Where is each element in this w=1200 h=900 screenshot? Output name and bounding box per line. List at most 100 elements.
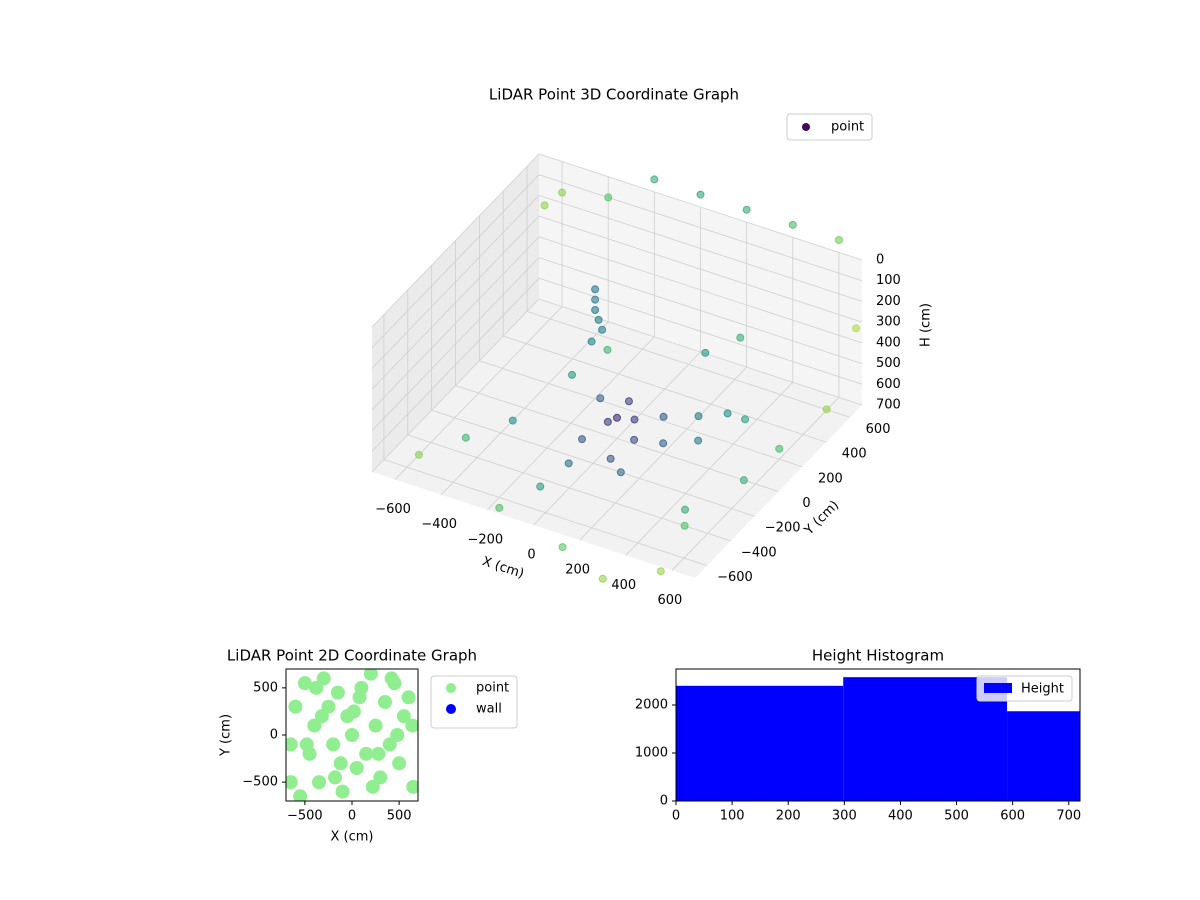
x-tick-label: −400	[421, 517, 457, 532]
grid-line	[538, 257, 863, 364]
point	[384, 671, 399, 686]
point	[536, 482, 545, 491]
point	[591, 306, 600, 314]
point	[598, 325, 607, 334]
legend-marker	[984, 683, 1012, 693]
point	[596, 394, 605, 403]
point	[568, 370, 577, 379]
grid-line	[538, 277, 863, 385]
grid-line	[371, 153, 540, 328]
z-axis-label: H (cm)	[919, 303, 934, 347]
point	[701, 348, 710, 357]
point	[616, 468, 625, 477]
point	[578, 435, 586, 444]
point	[508, 416, 517, 425]
point	[293, 789, 308, 801]
point	[286, 737, 298, 752]
grid-line	[371, 195, 540, 369]
point	[392, 756, 407, 771]
x-tick-label: 0	[672, 809, 680, 824]
point	[624, 397, 633, 406]
point	[373, 770, 388, 785]
point	[330, 685, 345, 700]
point	[328, 770, 343, 785]
legend-marker	[802, 123, 810, 131]
y-tick-label: −600	[717, 570, 753, 585]
grid-line	[538, 298, 863, 406]
x-tick-label: −200	[467, 532, 503, 547]
point	[345, 728, 359, 742]
point	[694, 412, 703, 421]
grid-line	[479, 360, 803, 468]
x-tick-label: −600	[375, 502, 411, 517]
point	[378, 695, 392, 709]
point	[495, 503, 504, 512]
y-tick-label: 2000	[635, 698, 668, 713]
legend-label: wall	[476, 702, 502, 717]
bar	[676, 685, 844, 801]
point	[591, 285, 600, 294]
z-tick-label: 300	[876, 315, 901, 330]
legend-label: point	[831, 120, 864, 135]
x-tick-label: −500	[287, 809, 323, 824]
y-tick-label: 0	[802, 496, 810, 511]
point	[359, 746, 374, 761]
point	[788, 220, 797, 229]
axes-frame	[675, 668, 1081, 802]
y-tick-label: −400	[741, 545, 777, 560]
grid-line	[538, 195, 863, 302]
point	[834, 236, 843, 244]
grid-line	[371, 215, 540, 390]
point	[401, 690, 416, 705]
z-tick-label: 700	[876, 398, 901, 413]
x-tick-label: 200	[565, 563, 590, 578]
legend-label: Height	[1021, 682, 1064, 697]
x-tick-label: 600	[658, 593, 683, 608]
plot-area	[286, 669, 418, 801]
point	[461, 433, 470, 442]
x-tick-label: 600	[1000, 809, 1025, 824]
chart-title: Height Histogram	[812, 647, 944, 665]
y-axis-label: Y (cm)	[219, 714, 234, 757]
y-tick-label: 200	[818, 471, 843, 486]
point	[558, 188, 567, 197]
x-tick-label: 0	[348, 809, 356, 824]
point	[396, 709, 411, 724]
point	[316, 671, 331, 686]
point	[352, 690, 367, 705]
point	[346, 704, 361, 719]
point	[390, 728, 405, 742]
grid-line	[407, 434, 731, 542]
point	[659, 412, 668, 421]
point	[414, 450, 423, 459]
grid-line	[503, 335, 827, 443]
legend-box	[786, 113, 873, 141]
y-tick-label: −500	[242, 775, 278, 790]
x-tick-label: 100	[720, 809, 745, 824]
y-tick-label: 0	[270, 728, 278, 743]
point	[564, 459, 573, 468]
point	[288, 699, 303, 714]
grid-line	[538, 153, 863, 261]
point	[335, 784, 350, 799]
chart-title: LiDAR Point 3D Coordinate Graph	[489, 86, 739, 104]
x-tick-label: 0	[527, 548, 535, 563]
point	[604, 193, 613, 202]
point	[371, 746, 386, 761]
point	[630, 435, 639, 444]
point	[603, 345, 612, 354]
point	[741, 415, 750, 424]
y-tick-label: 0	[660, 794, 668, 809]
z-tick-label: 500	[876, 356, 901, 371]
z-tick-label: 400	[876, 335, 901, 350]
legend-marker	[446, 704, 456, 714]
point	[822, 405, 831, 414]
point	[314, 709, 329, 724]
point	[598, 574, 607, 583]
point	[630, 415, 639, 424]
legend-marker	[446, 683, 456, 693]
x-tick-label: 700	[1056, 809, 1081, 824]
x-axis-label: X (cm)	[480, 554, 526, 582]
point	[606, 454, 615, 463]
chart-title: LiDAR Point 2D Coordinate Graph	[227, 647, 477, 665]
